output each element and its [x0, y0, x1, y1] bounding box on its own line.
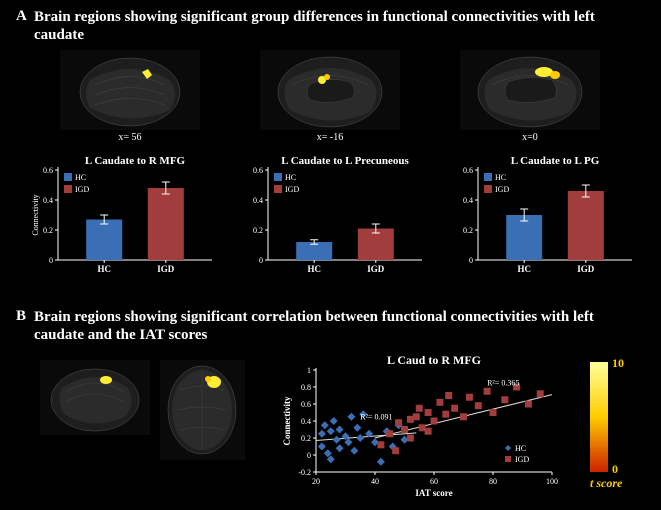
svg-text:0: 0 [49, 256, 53, 265]
svg-text:40: 40 [371, 477, 379, 486]
svg-text:0: 0 [307, 451, 311, 460]
svg-text:0.2: 0.2 [253, 226, 263, 235]
colorbar-bottom: 0 [612, 462, 618, 477]
svg-text:20: 20 [312, 477, 320, 486]
brain-sagittal-1 [60, 50, 200, 130]
svg-text:0.6: 0.6 [43, 166, 53, 175]
brain-caption-3: x=0 [460, 132, 600, 143]
scatter-plot: 20 40 60 80 100 -0.2 0 0.2 0.4 0.6 0.8 1 R²= 0.091 R²… [280, 352, 560, 497]
brain-caption-2: x= -16 [260, 132, 400, 143]
svg-text:0.2: 0.2 [43, 226, 53, 235]
svg-text:HC: HC [495, 173, 506, 182]
svg-text:1: 1 [307, 366, 311, 375]
svg-text:80: 80 [489, 477, 497, 486]
svg-text:L Caudate to L PG: L Caudate to L PG [511, 155, 600, 167]
svg-text:IGD: IGD [367, 264, 385, 274]
svg-text:0: 0 [469, 256, 473, 265]
svg-text:Connectivity: Connectivity [31, 194, 40, 235]
colorbar-label: t score [590, 476, 622, 491]
colorbar-gradient [590, 362, 608, 472]
colorbar: 10 0 t score [590, 358, 640, 493]
svg-text:R²= 0.091: R²= 0.091 [360, 412, 392, 421]
barchart-2: 0 0.2 0.4 0.6 HC IGD L Caudate to L PG HC IGD [450, 150, 640, 280]
svg-text:0.6: 0.6 [253, 166, 263, 175]
brain-sagittal-2 [260, 50, 400, 130]
svg-text:HC: HC [75, 173, 86, 182]
panel-a-label: A [16, 8, 27, 25]
svg-text:0.4: 0.4 [253, 196, 263, 205]
svg-text:60: 60 [430, 477, 438, 486]
brain-sagittal-3 [460, 50, 600, 130]
svg-text:L Caud to R MFG: L Caud to R MFG [387, 353, 481, 367]
svg-text:HC: HC [285, 173, 296, 182]
svg-text:IGD: IGD [285, 185, 299, 194]
barchart-1: 0 0.2 0.4 0.6 HC IGD L Caudate to L Precuneous… [240, 150, 430, 280]
svg-text:L Caudate to R MFG: L Caudate to R MFG [85, 155, 186, 167]
svg-text:0.2: 0.2 [463, 226, 473, 235]
svg-text:0: 0 [259, 256, 263, 265]
svg-text:HC: HC [515, 444, 526, 453]
svg-text:IGD: IGD [495, 185, 509, 194]
svg-text:IGD: IGD [577, 264, 595, 274]
svg-text:Connectivity: Connectivity [282, 396, 292, 445]
colorbar-top: 10 [612, 356, 624, 371]
panel-a-title: Brain regions showing significant group … [34, 8, 614, 44]
svg-text:IGD: IGD [515, 455, 529, 464]
svg-text:HC: HC [307, 264, 321, 274]
svg-text:HC: HC [97, 264, 111, 274]
svg-text:0.8: 0.8 [301, 383, 311, 392]
svg-text:L Caudate to L Precuneous: L Caudate to L Precuneous [281, 155, 409, 167]
svg-text:IGD: IGD [157, 264, 175, 274]
panel-b-title: Brain regions showing significant correl… [34, 308, 634, 344]
svg-text:0.4: 0.4 [301, 417, 311, 426]
svg-text:0.6: 0.6 [301, 400, 311, 409]
svg-text:0.4: 0.4 [43, 196, 53, 205]
svg-text:IGD: IGD [75, 185, 89, 194]
brain-b-axial [160, 360, 245, 460]
brain-b-sagittal [40, 360, 150, 435]
svg-text:0.2: 0.2 [301, 434, 311, 443]
brain-caption-1: x= 56 [60, 132, 200, 143]
svg-text:100: 100 [546, 477, 558, 486]
svg-text:IAT score: IAT score [415, 488, 452, 497]
svg-text:HC: HC [517, 264, 531, 274]
barchart-0: 0 0.2 0.4 0.6 HC IGD L Caudate to R MFG HC IGD Co… [30, 150, 220, 280]
svg-text:0.4: 0.4 [463, 196, 473, 205]
svg-text:0.6: 0.6 [463, 166, 473, 175]
panel-b-label: B [16, 308, 26, 325]
svg-text:R²= 0.365: R²= 0.365 [487, 378, 519, 387]
svg-text:-0.2: -0.2 [298, 468, 311, 477]
scatter-plot-container: 20 40 60 80 100 -0.2 0 0.2 0.4 0.6 0.8 1 R²= 0.091 R²… [280, 352, 560, 497]
